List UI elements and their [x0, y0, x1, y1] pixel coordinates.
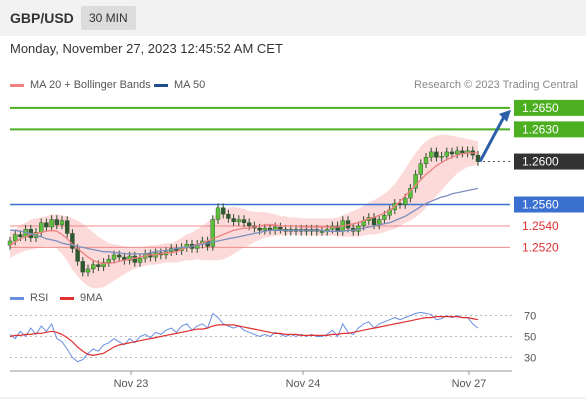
rsi-tick-label: 70 [524, 311, 536, 323]
legend-swatch-ma50 [154, 83, 168, 87]
candle-body [18, 234, 23, 237]
candle-body [44, 222, 49, 228]
candle-body [49, 219, 54, 228]
level-label-box [514, 153, 584, 170]
legend-label-ma50: MA 50 [174, 79, 206, 91]
candle-body [137, 257, 143, 263]
level-label-box [514, 196, 584, 213]
candle-body [262, 227, 267, 231]
candle-body [371, 217, 377, 226]
candle-body [475, 154, 481, 162]
candle-body [460, 150, 465, 154]
candle-body [444, 151, 449, 157]
level-label: 1.2540 [522, 219, 559, 233]
candle-body [90, 264, 96, 270]
forecast-arrow-shaft [478, 114, 507, 163]
candle-body [449, 151, 455, 155]
level-label: 1.2520 [522, 240, 559, 254]
candle-body [101, 262, 106, 267]
candle-body [278, 226, 283, 230]
level-label: 1.2650 [522, 101, 559, 115]
legend-ma20: MA 20 + Bollinger Bands [10, 79, 151, 91]
candle-body [241, 219, 247, 223]
candle-body [220, 207, 226, 215]
legend-swatch-rsi-ma [60, 296, 74, 300]
legend-swatch-rsi [10, 296, 24, 300]
ma20-line [9, 152, 478, 265]
candle-body [80, 261, 86, 273]
rsi-ma-line [9, 316, 479, 357]
candle-body [403, 197, 408, 205]
candle-body [434, 151, 439, 158]
chart-datetime: Monday, November 27, 2023 12:45:52 AM CE… [10, 41, 283, 56]
timeframe-button[interactable]: 30 MIN [81, 6, 136, 30]
rsi-tick-label: 50 [524, 332, 536, 344]
candle-body [236, 219, 242, 222]
candle-body [106, 259, 112, 263]
symbol-label: GBP/USD [10, 10, 74, 26]
candle-body [210, 219, 216, 247]
legend-ma50: MA 50 [154, 79, 205, 91]
candle-body [439, 155, 444, 158]
x-tick-label: Nov 27 [452, 378, 487, 390]
level-label-box [514, 121, 584, 138]
legend-label-ma20: MA 20 + Bollinger Bands [30, 79, 151, 91]
candle-body [257, 227, 262, 231]
candle-body [111, 254, 117, 260]
candle-body [64, 220, 70, 234]
level-label: 1.2630 [522, 122, 559, 136]
candle-body [12, 234, 18, 242]
candle-body [70, 233, 75, 249]
copyright-text: Research © 2023 Trading Central [413, 79, 578, 91]
candle-body [132, 255, 138, 263]
candle-body [96, 264, 101, 267]
bollinger-band-area [10, 134, 478, 289]
rsi-line [9, 311, 479, 363]
x-tick-label: Nov 23 [114, 378, 149, 390]
level-label: 1.2560 [522, 197, 559, 211]
legend-label-rsi: RSI [30, 292, 49, 304]
candle-body [429, 151, 434, 158]
candle-body [418, 163, 423, 175]
candle-body [39, 222, 44, 233]
level-label: 1.2600 [522, 155, 559, 169]
legend-rsi-ma: 9MA [60, 292, 103, 304]
candle-body [413, 174, 418, 189]
candle-body [382, 215, 387, 220]
candle-body [226, 213, 231, 219]
candle-body [423, 157, 429, 164]
candle-body [215, 207, 221, 220]
level-label-box [514, 99, 584, 116]
candle-body [231, 218, 236, 222]
candle-body [116, 254, 122, 258]
candle-body [54, 219, 59, 226]
forecast-arrow-head [499, 109, 511, 122]
ma50-line [10, 187, 479, 255]
legend-rsi: RSI [10, 292, 48, 304]
legend-swatch-ma20 [10, 83, 24, 87]
legend-label-rsi-ma: 9MA [80, 292, 103, 304]
candle-body [246, 222, 252, 227]
x-tick-label: Nov 24 [286, 378, 321, 390]
candle-body [319, 231, 325, 233]
candle-body [85, 268, 91, 273]
candle-body [455, 150, 460, 155]
rsi-tick-label: 30 [524, 353, 536, 365]
candle-body [59, 220, 65, 226]
top-bar: GBP/USD 30 MIN [0, 0, 586, 36]
